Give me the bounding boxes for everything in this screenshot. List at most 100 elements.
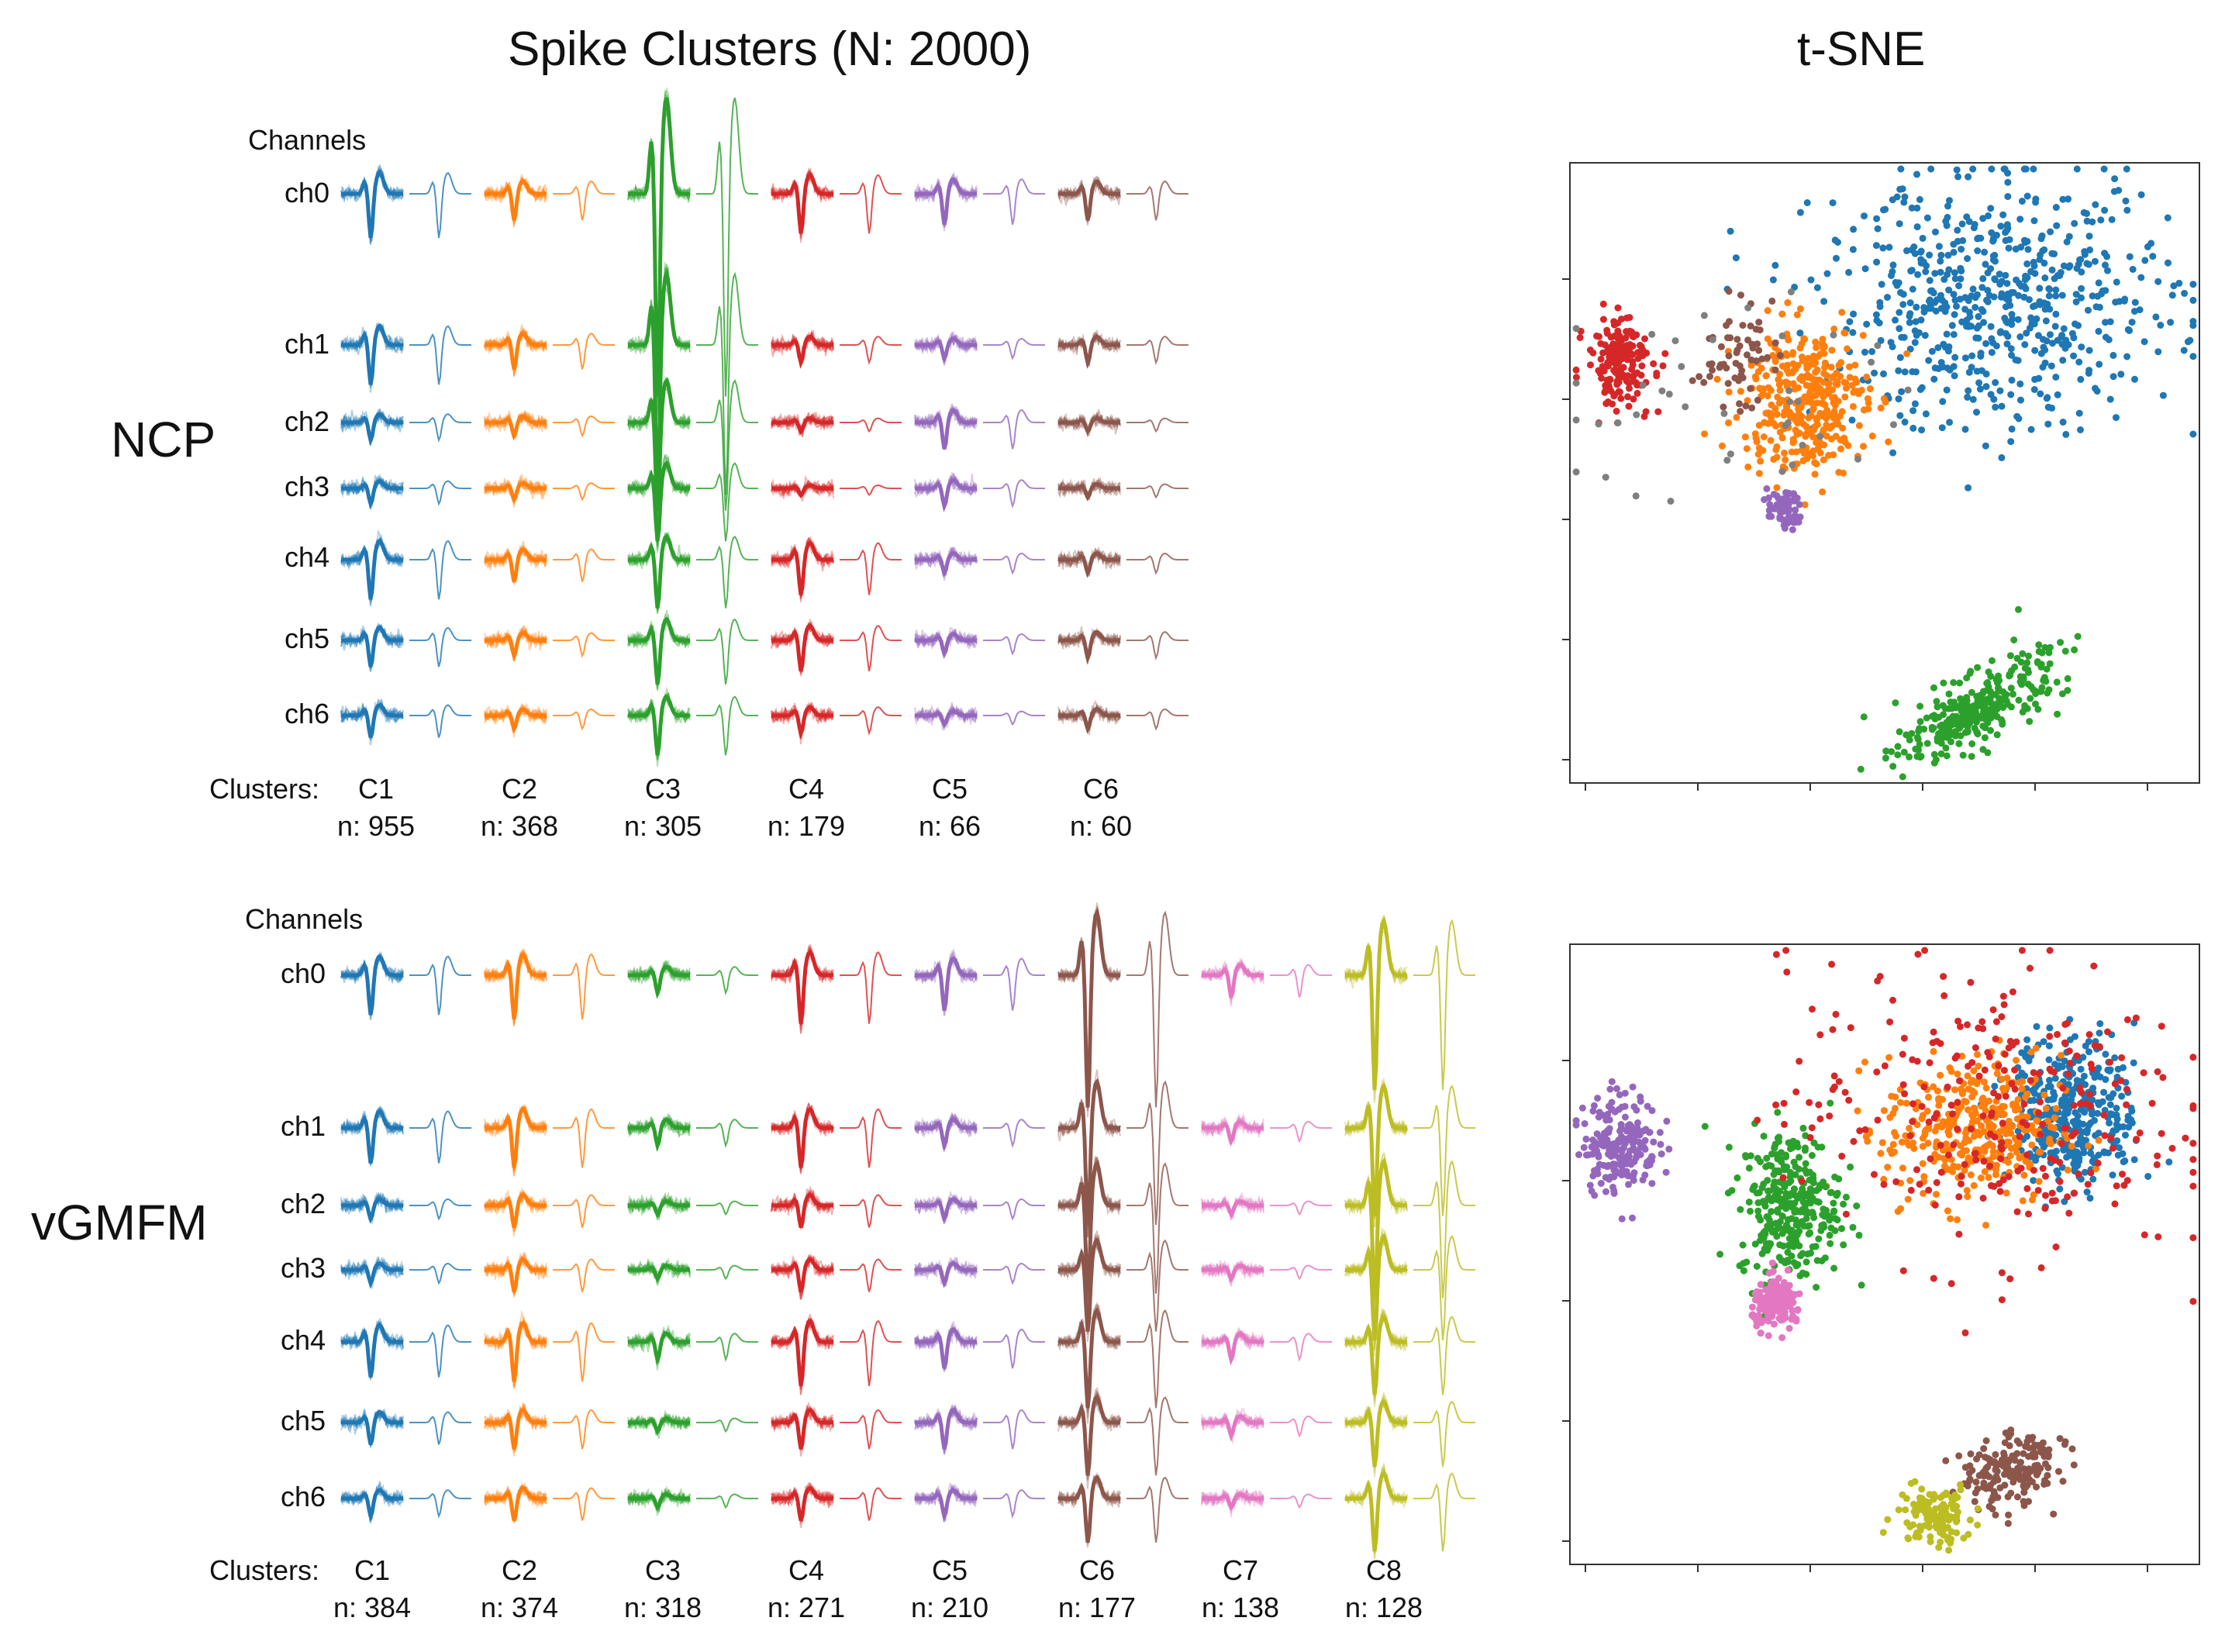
waveform-bundle-mean <box>485 630 547 662</box>
scatter-point <box>1724 380 1732 388</box>
scatter-point <box>1599 363 1606 371</box>
scatter-point <box>1599 316 1607 323</box>
waveform-mean <box>840 542 902 595</box>
scatter-point <box>2085 260 2092 268</box>
channel-label: ch1 <box>280 1110 326 1142</box>
scatter-point <box>1602 400 1610 408</box>
scatter-point <box>1815 1235 1823 1243</box>
scatter-point <box>1975 1072 1983 1080</box>
scatter-point <box>2038 232 2046 240</box>
scatter-point <box>1743 445 1751 453</box>
scatter-point <box>1837 373 1844 380</box>
scatter-point <box>1625 1172 1633 1180</box>
scatter-point <box>1943 752 1951 760</box>
scatter-point <box>1824 380 1832 388</box>
scatter-point <box>1763 485 1771 492</box>
scatter-point <box>2022 1484 2030 1492</box>
scatter-point <box>1830 1072 1838 1080</box>
waveform-bundle-mean <box>915 478 977 512</box>
scatter-point <box>2091 1074 2099 1081</box>
scatter-point <box>2057 639 2065 647</box>
scatter-point <box>1997 293 2005 301</box>
scatter-point <box>1656 1129 1664 1136</box>
scatter-point <box>1937 291 1944 299</box>
scatter-point <box>1996 271 2003 278</box>
scatter-point <box>2094 1109 2102 1117</box>
scatter-point <box>1945 690 1953 698</box>
scatter-point <box>1963 1187 1971 1195</box>
waveform-cell <box>484 324 615 378</box>
waveform-cell <box>771 701 902 745</box>
scatter-point <box>1863 320 1871 328</box>
scatter-point <box>1965 368 1973 376</box>
scatter-point <box>1792 1088 1800 1095</box>
waveform-mean <box>553 1322 615 1382</box>
scatter-cluster <box>1879 1478 1982 1554</box>
scatter-point <box>1616 1127 1623 1135</box>
cluster-name: C2 <box>501 773 538 805</box>
scatter-point <box>2015 696 2023 704</box>
scatter-point <box>2021 1072 2029 1080</box>
scatter-point <box>1823 270 1831 278</box>
scatter-point <box>2149 253 2157 260</box>
scatter-point <box>2189 281 2197 288</box>
waveform-cell <box>340 1318 471 1382</box>
scatter-point <box>1724 1189 1732 1197</box>
waveform-bundle-mean <box>771 1318 833 1387</box>
scatter-point <box>1752 375 1760 383</box>
scatter-point <box>2109 351 2117 359</box>
scatter-point <box>2058 291 2066 299</box>
scatter-point <box>2071 1129 2079 1136</box>
cluster-count: n: 368 <box>480 810 559 842</box>
scatter-point <box>2144 1173 2152 1180</box>
scatter-point <box>1782 456 1789 464</box>
scatter-point <box>2107 1094 2115 1102</box>
scatter-point <box>1916 1526 1924 1534</box>
scatter-point <box>1986 1162 1993 1170</box>
scatter-point <box>2133 1136 2140 1143</box>
scatter-point <box>1846 318 1854 326</box>
scatter-cluster <box>1572 1078 1673 1223</box>
scatter-point <box>1945 343 1953 350</box>
scatter-point <box>2013 412 2021 420</box>
scatter-point <box>2137 191 2145 198</box>
scatter-point <box>2049 340 2056 347</box>
scatter-point <box>1796 209 1804 216</box>
scatter-point <box>1765 1216 1773 1224</box>
scatter-point <box>2014 1127 2022 1135</box>
waveform-cell <box>484 1103 615 1177</box>
scatter-point <box>1934 703 1941 711</box>
scatter-point <box>2125 1123 2133 1131</box>
scatter-point <box>1807 276 1815 284</box>
scatter-point <box>1713 375 1721 383</box>
scatter-point <box>1776 371 1784 378</box>
scatter-point <box>1960 1534 1968 1542</box>
scatter-point <box>1911 1478 1919 1485</box>
scatter-point <box>1742 402 1750 410</box>
scatter-point <box>1832 1010 1840 1018</box>
waveform-bundle-mean <box>1202 1264 1264 1283</box>
scatter-point <box>1987 726 1994 734</box>
scatter-point <box>1792 1163 1799 1171</box>
scatter-point <box>2077 256 2085 264</box>
scatter-point <box>1892 1093 1899 1101</box>
scatter-point <box>2002 1092 2009 1100</box>
scatter-point <box>2013 1208 2021 1216</box>
scatter-point <box>1789 1306 1796 1314</box>
scatter-point <box>1953 302 1960 310</box>
scatter-point <box>1909 1118 1916 1126</box>
waveform-mean <box>983 1328 1045 1369</box>
scatter-point <box>1899 1050 1906 1058</box>
scatter-point <box>1848 416 1856 424</box>
scatter-point <box>2019 708 2027 716</box>
waveform-bundle-mean <box>1345 1233 1407 1341</box>
scatter-point <box>2047 228 2054 236</box>
scatter-point <box>1892 1178 1900 1185</box>
scatter-point <box>1998 278 2006 285</box>
scatter-point <box>1955 1230 1963 1238</box>
waveform-cell <box>1057 1069 1188 1238</box>
waveform-cell <box>1344 1308 1475 1408</box>
waveform-cell <box>340 1409 471 1448</box>
scatter-point <box>1767 1293 1775 1301</box>
scatter-point <box>1906 1177 1914 1185</box>
